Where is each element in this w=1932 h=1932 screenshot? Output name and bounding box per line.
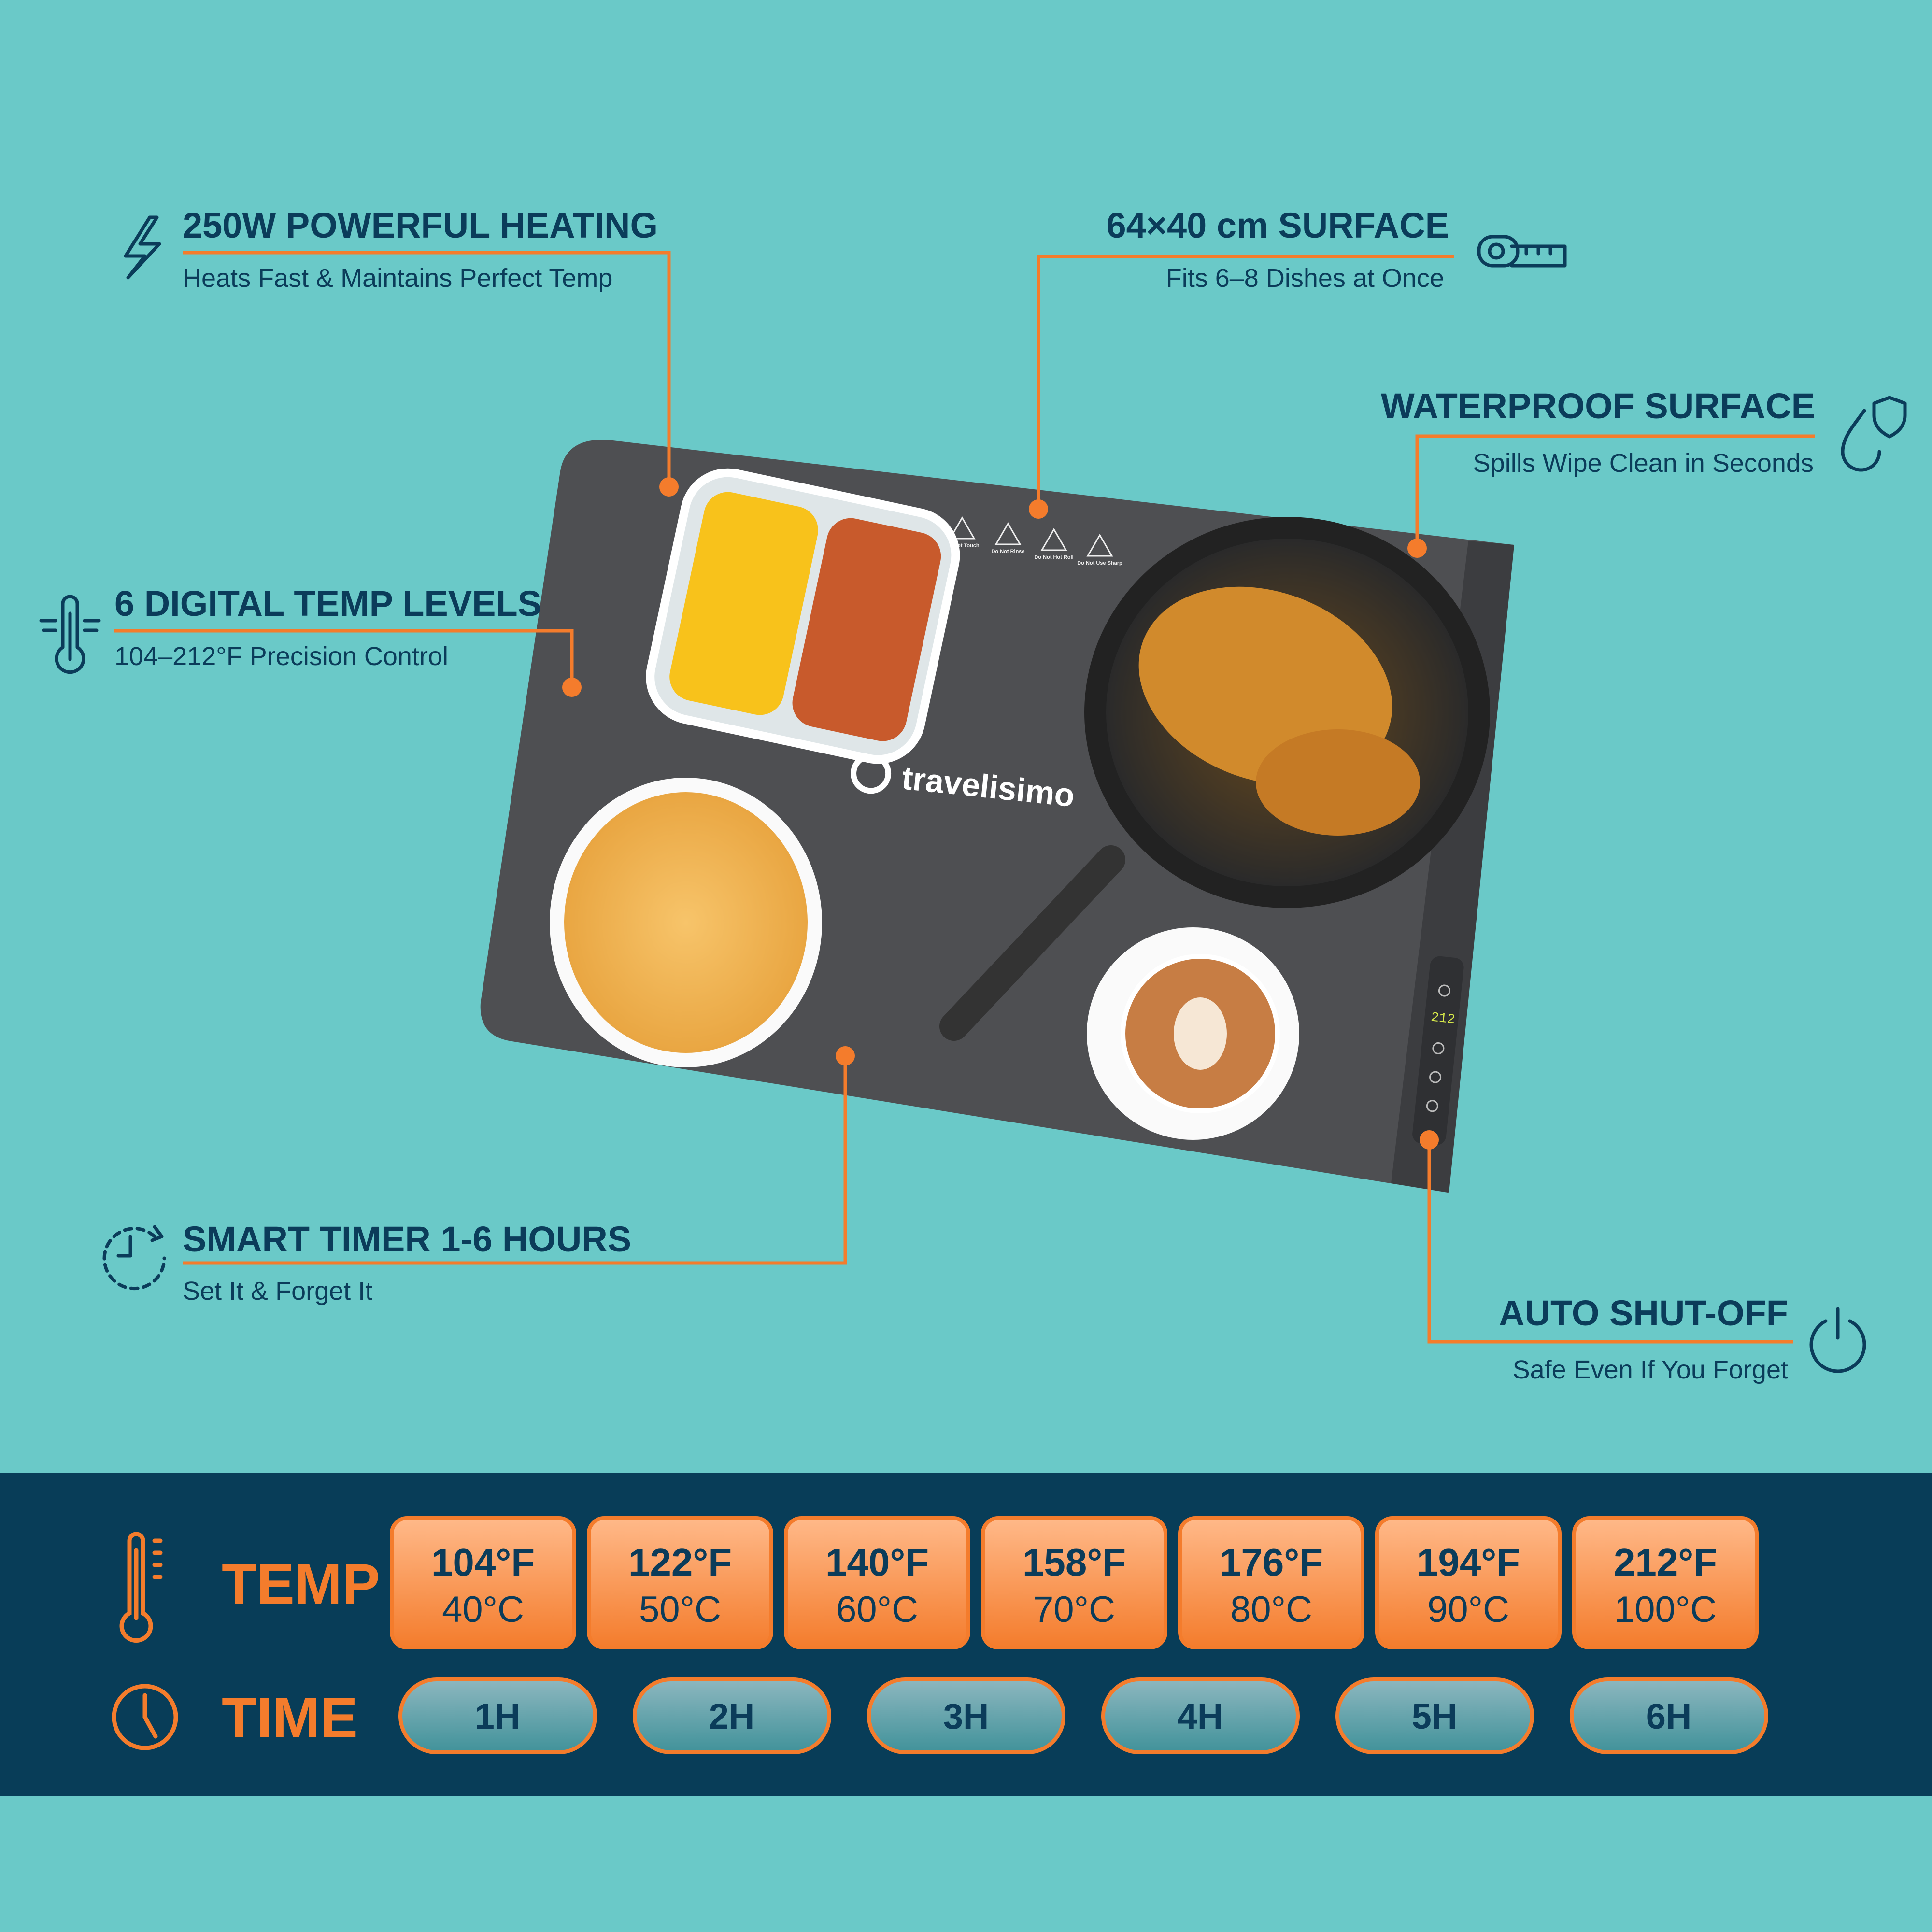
- temp-fahrenheit: 140°F: [825, 1541, 929, 1584]
- callout-title-timer: SMART TIMER 1-6 HOURS: [183, 1219, 631, 1259]
- frying-pan-chicken: [939, 517, 1490, 1041]
- time-level-button[interactable]: 3H: [867, 1677, 1065, 1754]
- temp-fahrenheit: 212°F: [1614, 1541, 1717, 1584]
- tape-measure-icon: [1477, 235, 1567, 268]
- timer-icon: [102, 1225, 166, 1291]
- time-value: 2H: [709, 1696, 755, 1736]
- warning-triangle-icon: [949, 516, 976, 540]
- callout-title-shutoff: AUTO SHUT-OFF: [1499, 1293, 1788, 1333]
- lock-button[interactable]: [1426, 1100, 1438, 1112]
- glass-container-food: [646, 468, 960, 764]
- temp-celsius: 40°C: [442, 1589, 524, 1630]
- temp-level-button[interactable]: 140°F 60°C: [784, 1516, 970, 1649]
- temp-fahrenheit: 158°F: [1023, 1541, 1126, 1584]
- callout-title-waterproof: WATERPROOF SURFACE: [1381, 386, 1815, 426]
- time-label: TIME: [222, 1686, 358, 1750]
- coffee-cup: [1087, 927, 1299, 1140]
- temp-levels: 104°F 40°C 122°F 50°C 140°F 60°C 158°F 70°C 176°…: [390, 1516, 1759, 1649]
- temp-fahrenheit: 104°F: [431, 1541, 535, 1584]
- temp-celsius: 60°C: [836, 1589, 918, 1630]
- callout-title-temp-levels: 6 DIGITAL TEMP LEVELS: [114, 583, 541, 624]
- time-level-button[interactable]: 2H: [633, 1677, 831, 1754]
- clock-icon: [112, 1684, 178, 1750]
- temp-celsius: 90°C: [1427, 1589, 1509, 1630]
- temp-celsius: 70°C: [1033, 1589, 1115, 1630]
- thermometer-icon: [39, 595, 101, 674]
- time-level-button[interactable]: 1H: [398, 1677, 597, 1754]
- temp-celsius: 100°C: [1614, 1589, 1717, 1630]
- warning-label: Do Not Use Sharp: [1077, 534, 1122, 566]
- control-panel: [1412, 956, 1464, 1145]
- callout-subtitle-timer: Set It & Forget It: [183, 1277, 372, 1306]
- temp-celsius: 50°C: [639, 1589, 721, 1630]
- water-drop-shield-icon: [1841, 396, 1907, 472]
- lightning-icon: [124, 215, 161, 280]
- time-level-button[interactable]: 5H: [1335, 1677, 1534, 1754]
- warning-text: Do Not Use Sharp: [1077, 560, 1122, 566]
- temp-celsius: 80°C: [1230, 1589, 1312, 1630]
- temp-level-button[interactable]: 122°F 50°C: [587, 1516, 773, 1649]
- callout-subtitle-temp-levels: 104–212°F Precision Control: [114, 642, 448, 671]
- temp-level-button[interactable]: 212°F 100°C: [1572, 1516, 1759, 1649]
- temp-fahrenheit: 194°F: [1417, 1541, 1520, 1584]
- minus-button[interactable]: [1432, 1042, 1445, 1054]
- thermometer-icon: [119, 1532, 163, 1643]
- temp-level-button[interactable]: 176°F 80°C: [1178, 1516, 1364, 1649]
- time-value: 6H: [1646, 1696, 1692, 1736]
- callout-subtitle-waterproof: Spills Wipe Clean in Seconds: [1473, 449, 1814, 478]
- temp-label: TEMP: [222, 1552, 380, 1616]
- time-value: 3H: [943, 1696, 989, 1736]
- callout-title-heating: 250W POWERFUL HEATING: [183, 205, 658, 245]
- warning-label: Do Not Hot Roll: [1034, 528, 1074, 560]
- timer-button[interactable]: [1429, 1071, 1442, 1083]
- plus-button[interactable]: [1438, 984, 1450, 997]
- temp-level-button[interactable]: 104°F 40°C: [390, 1516, 576, 1649]
- temp-level-button[interactable]: 158°F 70°C: [981, 1516, 1167, 1649]
- warning-text: Do Not Rinse: [991, 549, 1024, 554]
- time-value: 1H: [475, 1696, 521, 1736]
- warning-triangle-icon: [994, 522, 1022, 545]
- callout-subtitle-surface: Fits 6–8 Dishes at Once: [1166, 264, 1444, 293]
- soup-bowl: [550, 778, 822, 1067]
- callout-title-surface: 64×40 cm SURFACE: [1106, 205, 1449, 245]
- time-levels: 1H 2H 3H 4H 5H 6H: [398, 1677, 1768, 1754]
- time-value: 5H: [1412, 1696, 1458, 1736]
- temp-display: 212: [1430, 1010, 1456, 1028]
- warning-label: Do Not Rinse: [991, 522, 1025, 554]
- time-value: 4H: [1178, 1696, 1223, 1736]
- callout-subtitle-heating: Heats Fast & Maintains Perfect Temp: [183, 264, 612, 293]
- temp-fahrenheit: 122°F: [628, 1541, 732, 1584]
- warning-triangle-icon: [1040, 528, 1067, 551]
- warning-text: Do Not Hot Roll: [1034, 554, 1073, 560]
- temp-fahrenheit: 176°F: [1220, 1541, 1323, 1584]
- time-level-button[interactable]: 4H: [1101, 1677, 1300, 1754]
- warning-triangle-icon: [1086, 534, 1113, 557]
- power-icon: [1809, 1307, 1866, 1373]
- callout-subtitle-shutoff: Safe Even If You Forget: [1513, 1355, 1788, 1384]
- time-level-button[interactable]: 6H: [1570, 1677, 1768, 1754]
- temp-level-button[interactable]: 194°F 90°C: [1375, 1516, 1562, 1649]
